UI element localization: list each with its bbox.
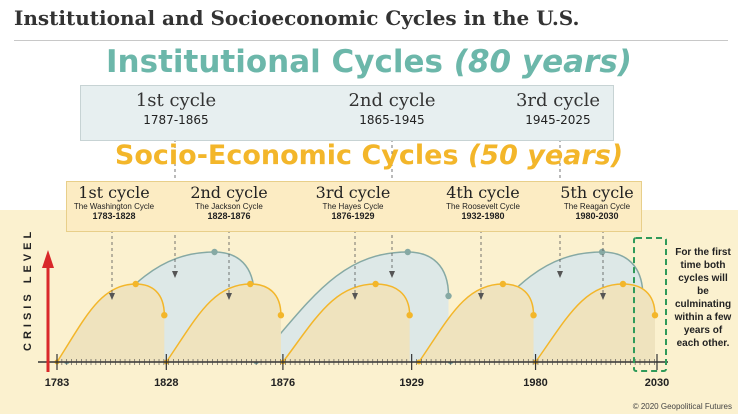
cycle-years: 1783-1828 [92, 211, 136, 221]
cycle-name: 3rd cycle [515, 90, 601, 111]
x-tick-label: 1828 [154, 377, 178, 389]
institutional-cycle-2: 2nd cycle 1865-1945 [312, 90, 472, 127]
cycle-name: 4th cycle [446, 183, 520, 202]
x-tick-label: 1929 [399, 377, 423, 389]
cycle-years: 1787-1865 [143, 113, 209, 127]
institutional-cycle-1: 1st cycle 1787-1865 [96, 90, 256, 127]
x-tick-label: 2030 [645, 377, 669, 389]
socioeconomic-cycles-box [66, 181, 642, 232]
cycle-years: 1932-1980 [461, 211, 505, 221]
cycle-years: 1945-2025 [525, 113, 591, 127]
cycle-subtitle: The Washington Cycle [73, 202, 155, 211]
connector-arrow-icon [109, 293, 115, 300]
title-divider [14, 40, 728, 41]
y-axis-arrow-icon [42, 250, 54, 268]
socioeconomic-heading-suffix: (50 years) [467, 140, 624, 171]
socioeconomic-end-dot-4 [530, 312, 537, 319]
cycle-years: 1828-1876 [207, 211, 251, 221]
socioeconomic-end-dot-1 [161, 312, 168, 319]
cycle-name: 1st cycle [135, 90, 217, 111]
highlight-box [633, 237, 667, 372]
socioeconomic-curve-3 [282, 283, 411, 363]
cycle-years: 1865-1945 [359, 113, 425, 127]
socioeconomic-peak-dot-3 [372, 280, 379, 288]
cycle-areas [54, 248, 659, 365]
x-tick-label: 1980 [523, 377, 547, 389]
socioeconomic-end-dot-3 [406, 312, 413, 319]
socioeconomic-area-5 [535, 284, 655, 362]
socioeconomic-peak-dot-2 [247, 280, 254, 288]
institutional-peak-dot-2 [404, 248, 411, 256]
socioeconomic-area-2 [166, 284, 281, 362]
cycle-years: 1980-2030 [575, 211, 619, 221]
y-axis-label: CRISIS LEVEL [22, 227, 34, 351]
institutional-heading-text: Institutional Cycles [106, 44, 443, 80]
institutional-peak-dot-1 [211, 248, 218, 256]
cycle-subtitle: The Jackson Cycle [195, 202, 263, 211]
socioeconomic-end-dot-5 [651, 312, 659, 319]
socioeconomic-cycle-4: 4th cycle The Roosevelt Cycle 1932-1980 [423, 183, 543, 221]
socioeconomic-curve-1 [56, 283, 166, 363]
institutional-curve-2 [255, 251, 450, 363]
institutional-heading: Institutional Cycles (80 years) [0, 44, 738, 80]
socioeconomic-cycle-3: 3rd cycle The Hayes Cycle 1876-1929 [293, 183, 413, 221]
socioeconomic-curve-2 [165, 283, 282, 363]
cycle-subtitle: The Reagan Cycle [563, 202, 631, 211]
socioeconomic-peak-dot-4 [499, 280, 507, 288]
connector-arrow-icon [600, 293, 606, 300]
socioeconomic-end-dot-2 [277, 312, 285, 319]
connector-arrow-icon [557, 271, 563, 278]
socioeconomic-peak-dot-5 [619, 280, 627, 288]
socioeconomic-area-1 [57, 284, 165, 362]
convergence-note: For the first time both cycles will be c… [674, 247, 732, 349]
connector-arrow-icon [478, 293, 484, 300]
page-title: Institutional and Socioeconomic Cycles i… [14, 6, 580, 30]
institutional-cycle-3: 3rd cycle 1945-2025 [478, 90, 638, 127]
socioeconomic-peak-dot-1 [132, 280, 139, 288]
connector-arrow-icon [172, 271, 178, 278]
socioeconomic-area-3 [282, 284, 410, 362]
cycle-subtitle: The Roosevelt Cycle [446, 202, 520, 211]
x-tick-label: 1876 [271, 377, 295, 389]
socioeconomic-cycle-2: 2nd cycle The Jackson Cycle 1828-1876 [169, 183, 289, 221]
institutional-peak-dot-3 [598, 248, 606, 256]
cycle-years: 1876-1929 [331, 211, 375, 221]
socioeconomic-cycle-5: 5th cycle The Reagan Cycle 1980-2030 [537, 183, 657, 221]
x-tick-label: 1783 [45, 377, 69, 389]
institutional-heading-suffix: (80 years) [453, 44, 632, 80]
cycle-name: 1st cycle [78, 183, 150, 202]
cycle-name: 2nd cycle [190, 183, 268, 202]
socioeconomic-area-4 [418, 284, 534, 362]
cycle-subtitle: The Hayes Cycle [322, 202, 384, 211]
connector-arrow-icon [352, 293, 358, 300]
cycle-name: 2nd cycle [348, 90, 436, 111]
socioeconomic-curve-5 [534, 283, 656, 363]
socioeconomic-curve-4 [418, 283, 535, 363]
cycle-name: 3rd cycle [315, 183, 391, 202]
connector-arrow-icon [389, 271, 395, 278]
socioeconomic-cycle-1: 1st cycle The Washington Cycle 1783-1828 [54, 183, 174, 221]
copyright: © 2020 Geopolitical Futures [632, 402, 732, 411]
cycle-name: 5th cycle [560, 183, 634, 202]
x-axis: 1783 1828 1876 1929 1980 2030 [38, 354, 669, 389]
socioeconomic-heading: Socio-Economic Cycles (50 years) [0, 140, 738, 171]
connector-arrow-icon [226, 293, 232, 300]
institutional-end-dot-2 [445, 292, 452, 300]
institutional-cycles-box [80, 85, 614, 141]
socioeconomic-heading-text: Socio-Economic Cycles [114, 140, 459, 171]
